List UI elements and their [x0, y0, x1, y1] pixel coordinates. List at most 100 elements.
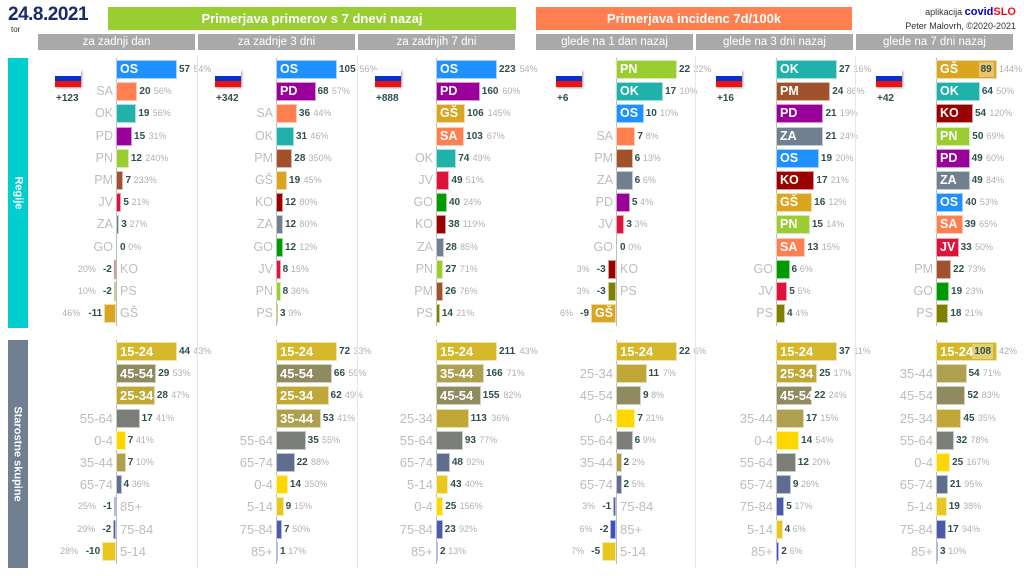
bar-percent: 9% — [642, 434, 656, 445]
bar-percent: 21% — [645, 412, 664, 423]
bar-label: 15-24 — [440, 344, 474, 359]
bar-label: 65-74 — [899, 477, 933, 493]
bar-label: 85+ — [910, 543, 933, 559]
bar-percent: 6% — [693, 346, 707, 356]
bar-percent: 42% — [999, 346, 1018, 356]
app-credit: aplikacija covidSLO — [925, 6, 1016, 18]
bar-label: KO — [120, 261, 139, 276]
bar-ages — [776, 519, 783, 539]
bar-value: -2 — [102, 523, 112, 535]
bar-percent: 25% — [77, 501, 96, 512]
bar-label: OS — [280, 62, 299, 76]
bar-label: GŠ — [595, 306, 614, 321]
bar-ages — [616, 364, 647, 384]
bar-value: 22 — [679, 346, 691, 357]
bar-value: 1 — [280, 545, 286, 557]
bar-percent: 240% — [145, 152, 169, 163]
bar-percent: 119% — [462, 219, 486, 230]
total-change: +6 — [557, 93, 569, 104]
bar-label: 55-64 — [739, 455, 773, 470]
bar-value: 49 — [451, 175, 463, 186]
bar-label: PN — [780, 217, 798, 232]
bar-regions — [936, 82, 980, 102]
bar-value: 0 — [620, 241, 626, 253]
bar-label: 5-14 — [246, 499, 273, 515]
bar-ages — [616, 475, 622, 495]
bar-ages — [602, 541, 616, 561]
bar-label: PS — [120, 284, 137, 298]
bar-value: 2 — [623, 457, 630, 468]
bar-percent: 50% — [996, 86, 1015, 97]
bar-label: PD — [940, 150, 958, 165]
bar-value: 106 — [466, 108, 484, 120]
bar-percent: 41% — [155, 412, 174, 423]
axis-line — [436, 58, 437, 327]
bar-regions — [436, 304, 440, 324]
bar-value: 25 — [445, 501, 457, 513]
bar-regions — [276, 193, 283, 213]
bar-percent: 10% — [135, 457, 154, 467]
bar-value: -5 — [591, 545, 601, 557]
group-header-cases: Primerjava primerov s 7 dnevi nazaj — [108, 7, 516, 30]
bar-value: 2 — [623, 479, 630, 491]
bar-percent: 19% — [839, 108, 858, 119]
bar-percent: 56% — [153, 86, 172, 97]
bar-value: 74 — [458, 152, 470, 164]
bar-percent: 40% — [464, 479, 483, 490]
bar-regions — [616, 148, 633, 168]
bar-ages — [116, 386, 155, 406]
bar-label: 65-74 — [79, 477, 113, 493]
tab-4[interactable]: glede na 3 dni nazaj — [696, 34, 853, 50]
bar-value: 93 — [464, 434, 476, 446]
bar-ages — [616, 408, 636, 428]
bar-percent: 145% — [487, 108, 511, 119]
total-change: +42 — [877, 93, 894, 104]
bar-percent: 23% — [965, 286, 984, 296]
bar-regions — [276, 259, 281, 279]
bar-regions — [436, 215, 447, 235]
bar-value: 50 — [972, 130, 984, 142]
tab-0[interactable]: za zadnji dan — [38, 34, 195, 50]
bar-ages — [276, 497, 284, 517]
bar-percent: 43% — [519, 346, 538, 356]
bar-regions — [436, 259, 444, 279]
bar-regions — [936, 193, 964, 213]
bar-value: -2 — [102, 286, 112, 297]
bar-value: 16 — [814, 197, 826, 209]
bar-label: PD — [595, 195, 613, 210]
bar-percent: 21% — [964, 308, 983, 319]
tab-3[interactable]: glede na 1 dan nazaj — [536, 34, 693, 50]
bar-label: SA — [256, 106, 273, 121]
bar-label: 85+ — [120, 499, 143, 515]
bar-value: 12 — [284, 197, 297, 209]
bar-value: 108 — [972, 344, 994, 359]
bar-percent: 43% — [193, 346, 212, 356]
bar-ages — [436, 453, 450, 472]
tab-5[interactable]: glede na 7 dni nazaj — [856, 34, 1013, 50]
bar-percent: 24% — [839, 130, 858, 141]
bar-ages — [116, 475, 122, 495]
bar-ages — [436, 364, 484, 384]
bar-percent: 120% — [989, 108, 1013, 119]
bar-percent: 45% — [303, 175, 322, 185]
bar-value: 32 — [956, 434, 968, 446]
bar-label: ZA — [780, 128, 797, 143]
bar-ages — [776, 408, 805, 428]
bar-label: JV — [98, 195, 113, 210]
bar-value: 27 — [445, 263, 457, 275]
bar-regions — [776, 259, 790, 279]
bar-percent: 3% — [576, 263, 590, 274]
bar-percent: 3% — [576, 286, 590, 296]
bar-percent: 53% — [172, 368, 191, 379]
bar-ages — [776, 430, 800, 450]
axis-line — [616, 58, 617, 327]
bar-value: 43 — [450, 479, 462, 491]
app-prefix: aplikacija — [925, 7, 963, 17]
tab-2[interactable]: za zadnjih 7 dni — [358, 34, 515, 50]
bar-value: 17 — [665, 86, 677, 98]
bar-label: 85+ — [250, 543, 273, 559]
bar-value: 29 — [158, 368, 170, 380]
bar-ages — [114, 497, 116, 517]
tab-1[interactable]: za zadnje 3 dni — [198, 34, 355, 50]
bar-value: 7 — [637, 130, 643, 142]
